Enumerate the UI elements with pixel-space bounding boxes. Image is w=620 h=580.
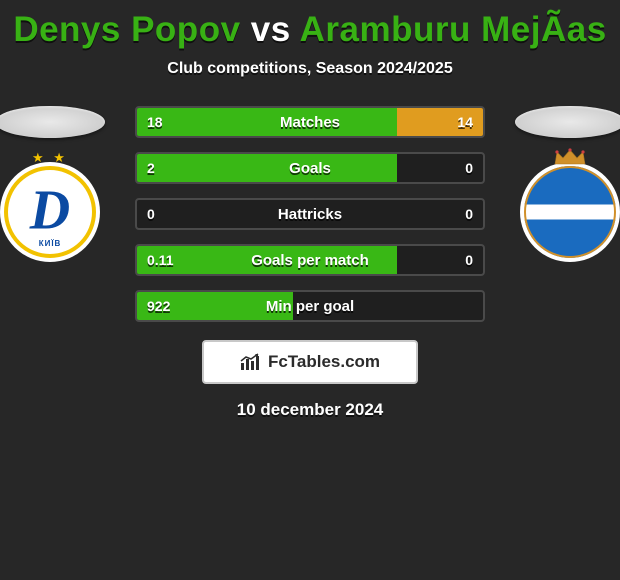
badge-letter: D xyxy=(30,179,70,243)
player2-photo xyxy=(515,106,620,138)
comparison-layout: ★ ★ D КИЇВ 18Matches142Goals00Hattricks0… xyxy=(0,106,620,322)
stat-value-right: 0 xyxy=(465,246,473,274)
stat-label: Matches xyxy=(137,108,483,136)
stat-value-right: 0 xyxy=(465,200,473,228)
stat-label: Goals per match xyxy=(137,246,483,274)
crown-icon xyxy=(553,148,587,166)
player2-name: Aramburu MejÃ­as xyxy=(300,10,607,49)
badge-subtext: КИЇВ xyxy=(0,239,100,248)
brand-text: FcTables.com xyxy=(268,352,380,372)
right-player-column xyxy=(510,106,620,262)
stat-value-right: 14 xyxy=(457,108,473,136)
chart-icon xyxy=(240,353,262,371)
date-line: 10 december 2024 xyxy=(0,400,620,420)
brand-footer: FcTables.com xyxy=(202,340,418,384)
comparison-title: Denys Popov vs Aramburu MejÃ­as xyxy=(0,0,620,50)
vs-separator: vs xyxy=(251,10,291,49)
subtitle: Club competitions, Season 2024/2025 xyxy=(0,60,620,78)
badge-stars-icon: ★ ★ xyxy=(0,150,100,166)
stat-value-right: 0 xyxy=(465,154,473,182)
stats-column: 18Matches142Goals00Hattricks00.11Goals p… xyxy=(135,106,485,322)
stat-row: 2Goals0 xyxy=(135,152,485,184)
stat-row: 0Hattricks0 xyxy=(135,198,485,230)
left-player-column: ★ ★ D КИЇВ xyxy=(0,106,110,262)
player1-photo xyxy=(0,106,105,138)
stat-label: Goals xyxy=(137,154,483,182)
club-badge-left: ★ ★ D КИЇВ xyxy=(0,162,100,262)
stat-row: 18Matches14 xyxy=(135,106,485,138)
club-badge-right xyxy=(520,162,620,262)
stat-row: 0.11Goals per match0 xyxy=(135,244,485,276)
stat-label: Hattricks xyxy=(137,200,483,228)
stat-row: 922Min per goal xyxy=(135,290,485,322)
player1-name: Denys Popov xyxy=(13,10,240,49)
stat-label: Min per goal xyxy=(137,292,483,320)
